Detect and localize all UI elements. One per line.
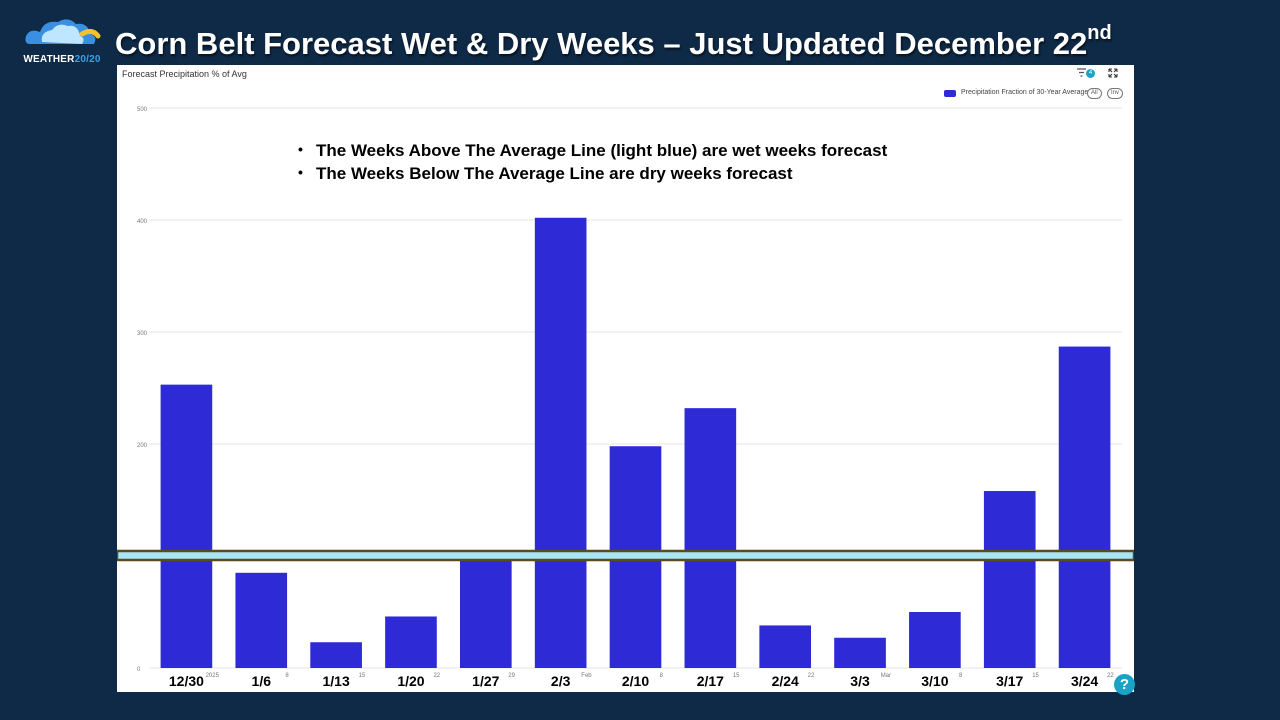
x-axis-tick-label: 8 (660, 673, 664, 679)
bar (909, 612, 961, 668)
slide-title-text: Corn Belt Forecast Wet & Dry Weeks – Jus… (115, 26, 1088, 61)
y-tick-label: 400 (137, 219, 148, 225)
bar (759, 625, 812, 668)
bar (1058, 346, 1111, 668)
x-axis-tick-label: 22 (1107, 673, 1114, 679)
x-axis-tick-label: Mar (881, 673, 891, 679)
bar (684, 408, 737, 668)
bar-chart: 0 200 300 400 500 2025 8 15 22 29 Feb 8 15 22 Mar 8 15 22… (117, 107, 1134, 689)
bar (235, 572, 288, 668)
x-axis-tick-label: Feb (581, 673, 592, 679)
annotation-bullets: The Weeks Above The Average Line (light … (298, 141, 887, 187)
category-label: 3/10 (921, 673, 948, 689)
slide-title-suffix: nd (1087, 22, 1112, 44)
category-label: 2/24 (772, 673, 799, 689)
bar (310, 642, 362, 668)
category-label: 1/6 (252, 673, 272, 689)
x-axis-tick-label: 15 (1032, 673, 1039, 679)
x-axis-tick-label: 29 (508, 673, 515, 679)
y-tick-label: 300 (137, 331, 148, 337)
x-axis-tick-label: 8 (285, 673, 289, 679)
help-button[interactable]: ? (1114, 674, 1135, 695)
cloud-logo-icon (25, 19, 101, 44)
category-label: 3/24 (1071, 673, 1098, 689)
filter-count-badge: 4 (1086, 69, 1095, 78)
category-label: 12/30 (169, 673, 204, 689)
category-label: 1/13 (322, 673, 349, 689)
category-label: 2/10 (622, 673, 649, 689)
panel-title: Forecast Precipitation % of Avg (122, 69, 247, 79)
logo-text: WEATHER20/20 (23, 54, 101, 65)
x-axis-tick-label: 15 (733, 673, 740, 679)
annotation-dry: The Weeks Below The Average Line are dry… (298, 164, 887, 187)
bar (834, 637, 886, 668)
category-label: 3/17 (996, 673, 1023, 689)
filter-icon[interactable] (1077, 68, 1086, 80)
annotation-wet: The Weeks Above The Average Line (light … (298, 141, 887, 164)
category-label: 2/17 (697, 673, 724, 689)
expand-icon[interactable] (1108, 68, 1118, 81)
bar (160, 384, 213, 668)
bar (534, 217, 587, 668)
bar (983, 491, 1036, 668)
x-axis-tick-label: 15 (359, 673, 366, 679)
x-axis-tick-label: 8 (959, 673, 963, 679)
legend-all-button[interactable]: All (1087, 88, 1102, 99)
x-axis-tick-label: 22 (808, 673, 815, 679)
legend-label: Precipitation Fraction of 30-Year Averag… (961, 89, 1089, 96)
category-label: 2/3 (551, 673, 571, 689)
weather2020-logo: WEATHER20/20 (16, 14, 108, 68)
x-axis-tick-label: 22 (433, 673, 440, 679)
y-tick-label: 500 (137, 107, 148, 113)
bar (385, 616, 437, 668)
chart-panel: 0 200 300 400 500 2025 8 15 22 29 Feb 8 15 22 Mar 8 15 22… (117, 65, 1134, 692)
y-tick-label: 200 (137, 443, 148, 449)
bar (459, 556, 512, 668)
average-line (117, 549, 1134, 562)
x-axis-tick-label: 2025 (206, 673, 220, 679)
category-label: 3/3 (850, 673, 870, 689)
chart-legend: Precipitation Fraction of 30-Year Averag… (944, 88, 1124, 100)
y-tick-label: 0 (137, 667, 141, 673)
slide-title: Corn Belt Forecast Wet & Dry Weeks – Jus… (115, 22, 1112, 62)
category-label: 1/20 (397, 673, 424, 689)
legend-inv-button[interactable]: Inv (1107, 88, 1124, 99)
legend-swatch (944, 90, 956, 97)
category-label: 1/27 (472, 673, 499, 689)
